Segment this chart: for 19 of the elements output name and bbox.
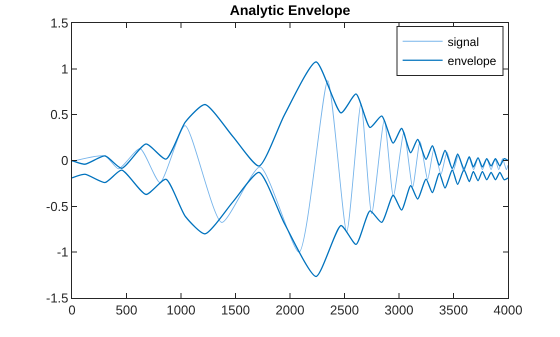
y-tick-label: 1 [61, 61, 68, 76]
y-tick-label: 0 [61, 153, 68, 168]
x-tick-label: 3000 [384, 302, 414, 318]
line-series [72, 80, 508, 253]
y-tick-label: 1.5 [50, 16, 68, 31]
y-tick-label: 0.5 [50, 107, 68, 122]
legend-label: envelope [448, 54, 497, 68]
y-tick-label: -0.5 [46, 198, 68, 214]
x-tick-label: 4000 [494, 302, 522, 318]
y-tick-label: -1 [56, 244, 68, 260]
x-tick-label: 2500 [330, 302, 359, 318]
legend-label: signal [448, 34, 479, 49]
chart-title: Analytic Envelope [230, 2, 351, 18]
y-tick-label: -1.5 [46, 290, 68, 306]
x-tick-label: 1500 [221, 302, 250, 318]
x-tick-label: 500 [116, 302, 138, 318]
x-tick-label: 3500 [439, 302, 468, 318]
x-tick-label: 1000 [166, 302, 196, 318]
x-tick-label: 2000 [276, 302, 304, 318]
